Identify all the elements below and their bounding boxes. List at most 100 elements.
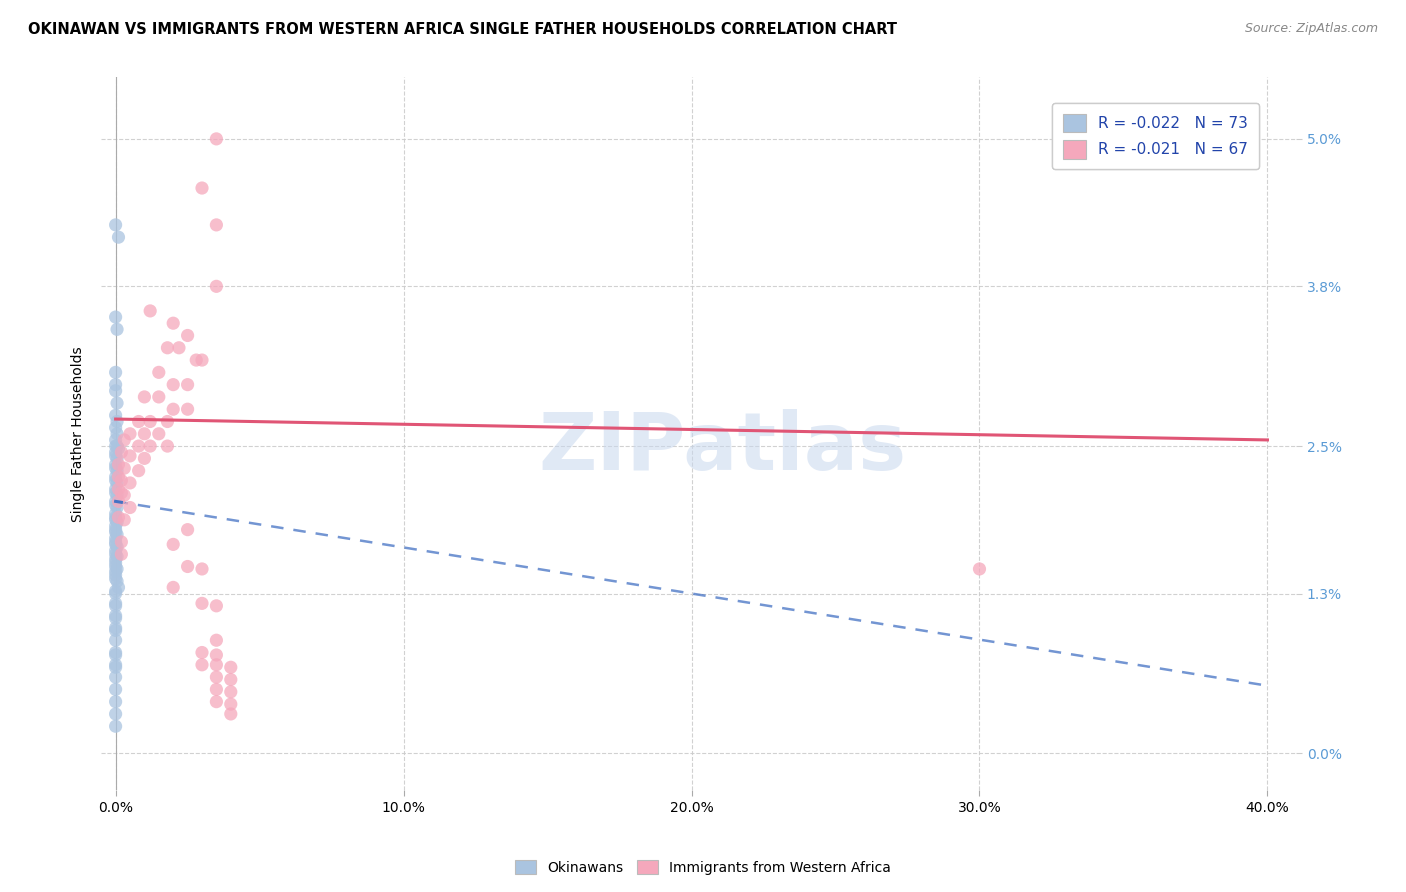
Point	[134, 390, 156, 404]
Point	[104, 510, 127, 524]
Point	[156, 341, 179, 355]
Point	[176, 523, 198, 537]
Point	[148, 426, 170, 441]
Point	[191, 646, 214, 660]
Point	[104, 525, 127, 540]
Point	[186, 353, 208, 368]
Point	[191, 353, 214, 368]
Point	[139, 415, 162, 429]
Point	[105, 396, 128, 410]
Point	[148, 365, 170, 379]
Point	[104, 494, 127, 508]
Point	[104, 461, 127, 475]
Point	[104, 458, 127, 472]
Point	[191, 562, 214, 576]
Point	[104, 599, 127, 613]
Point	[118, 500, 141, 515]
Point	[104, 470, 127, 484]
Point	[105, 562, 128, 576]
Point	[191, 181, 214, 195]
Point	[105, 475, 128, 490]
Point	[104, 482, 127, 496]
Point	[205, 279, 228, 293]
Point	[139, 439, 162, 453]
Point	[219, 673, 242, 687]
Point	[104, 584, 127, 599]
Point	[104, 523, 127, 537]
Point	[104, 547, 127, 561]
Point	[118, 475, 141, 490]
Point	[118, 449, 141, 463]
Point	[104, 474, 127, 488]
Text: ZIPatlas: ZIPatlas	[538, 409, 907, 487]
Point	[104, 559, 127, 574]
Point	[156, 415, 179, 429]
Point	[104, 608, 127, 623]
Point	[176, 402, 198, 417]
Point	[107, 510, 129, 524]
Point	[128, 439, 150, 453]
Point	[104, 531, 127, 545]
Point	[112, 513, 135, 527]
Point	[104, 513, 127, 527]
Point	[104, 519, 127, 533]
Point	[104, 556, 127, 570]
Point	[219, 685, 242, 699]
Point	[105, 415, 128, 429]
Point	[104, 535, 127, 549]
Point	[107, 442, 129, 456]
Legend: Okinawans, Immigrants from Western Africa: Okinawans, Immigrants from Western Afric…	[509, 855, 897, 880]
Point	[104, 660, 127, 674]
Point	[205, 633, 228, 648]
Point	[107, 458, 129, 472]
Point	[134, 426, 156, 441]
Point	[104, 565, 127, 579]
Point	[104, 420, 127, 434]
Point	[969, 562, 991, 576]
Point	[205, 682, 228, 697]
Point	[162, 537, 184, 551]
Point	[156, 439, 179, 453]
Point	[118, 426, 141, 441]
Point	[104, 445, 127, 459]
Point	[205, 670, 228, 684]
Point	[104, 377, 127, 392]
Point	[104, 586, 127, 600]
Point	[107, 230, 129, 244]
Point	[104, 646, 127, 660]
Point	[205, 695, 228, 709]
Point	[107, 494, 129, 508]
Point	[105, 500, 128, 515]
Point	[104, 611, 127, 625]
Point	[176, 377, 198, 392]
Point	[128, 415, 150, 429]
Point	[105, 426, 128, 441]
Point	[104, 218, 127, 232]
Point	[105, 574, 128, 589]
Point	[104, 543, 127, 558]
Point	[176, 559, 198, 574]
Point	[104, 624, 127, 638]
Point	[110, 547, 132, 561]
Point	[107, 581, 129, 595]
Point	[139, 304, 162, 318]
Point	[205, 648, 228, 662]
Point	[219, 706, 242, 721]
Legend: R = -0.022   N = 73, R = -0.021   N = 67: R = -0.022 N = 73, R = -0.021 N = 67	[1052, 103, 1258, 169]
Point	[205, 218, 228, 232]
Text: OKINAWAN VS IMMIGRANTS FROM WESTERN AFRICA SINGLE FATHER HOUSEHOLDS CORRELATION : OKINAWAN VS IMMIGRANTS FROM WESTERN AFRI…	[28, 22, 897, 37]
Point	[104, 507, 127, 521]
Point	[107, 470, 129, 484]
Point	[104, 384, 127, 398]
Point	[104, 648, 127, 662]
Point	[128, 464, 150, 478]
Point	[104, 449, 127, 463]
Point	[162, 316, 184, 330]
Point	[191, 596, 214, 610]
Point	[167, 341, 190, 355]
Point	[162, 402, 184, 417]
Point	[104, 498, 127, 512]
Point	[104, 485, 127, 500]
Point	[205, 599, 228, 613]
Point	[191, 657, 214, 672]
